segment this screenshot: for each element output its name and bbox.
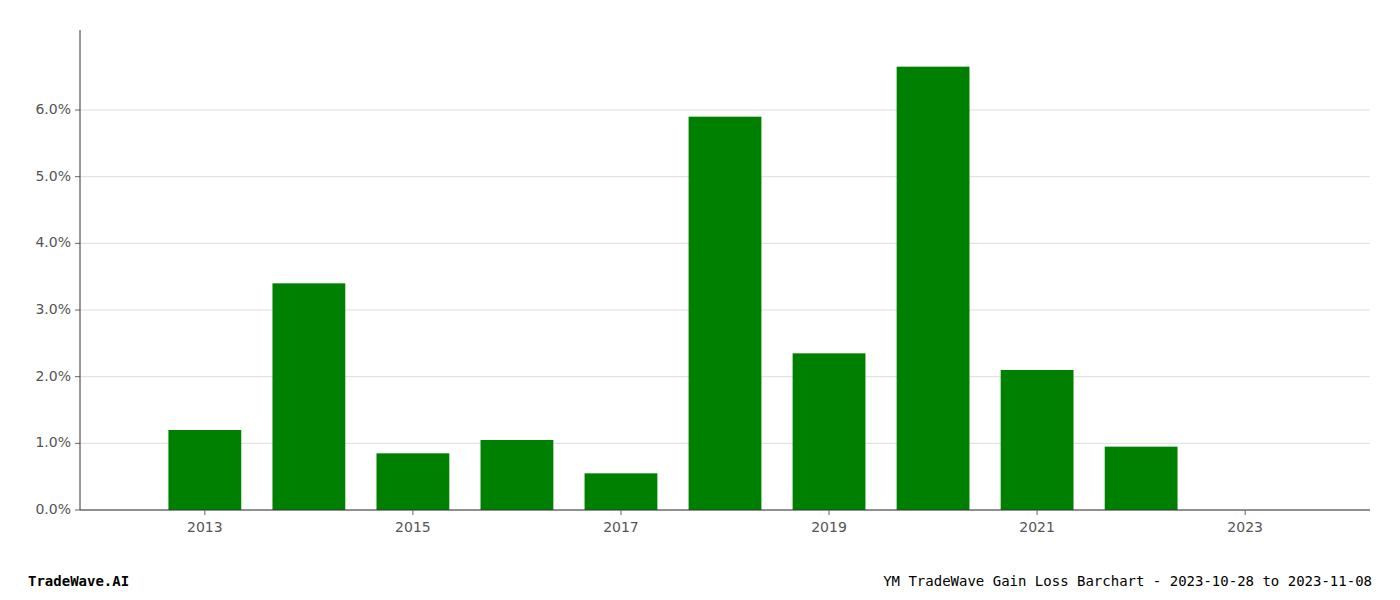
y-tick xyxy=(75,176,80,177)
y-tick-label: 4.0% xyxy=(35,234,71,250)
bar xyxy=(376,453,449,510)
bar xyxy=(1001,370,1074,510)
bar xyxy=(689,117,762,510)
y-tick xyxy=(75,110,80,111)
chart-svg: 0.0% 1.0% 2.0% 3.0% 4.0% 5.0% 6.0% 2013 2015 2017… xyxy=(0,0,1400,600)
x-axis-line xyxy=(80,510,1370,511)
x-axis-ticks: 2013 2015 2017 2019 2021 2023 xyxy=(187,510,1263,535)
bar xyxy=(1105,447,1178,510)
x-tick-label: 2019 xyxy=(811,519,847,535)
bar xyxy=(481,440,554,510)
y-tick-label: 5.0% xyxy=(35,168,71,184)
y-tick xyxy=(75,310,80,311)
x-tick xyxy=(1245,510,1246,515)
grid xyxy=(80,110,1370,510)
y-tick xyxy=(75,376,80,377)
x-tick xyxy=(412,510,413,515)
bar xyxy=(272,283,345,510)
footer-text: YM TradeWave Gain Loss Barchart - 2023-1… xyxy=(883,573,1372,589)
y-tick xyxy=(75,243,80,244)
chart-container: 0.0% 1.0% 2.0% 3.0% 4.0% 5.0% 6.0% 2013 2015 2017… xyxy=(0,0,1400,600)
background xyxy=(0,0,1400,600)
y-tick-label: 2.0% xyxy=(35,368,71,384)
y-axis-line xyxy=(80,30,81,510)
y-axis-ticks: 0.0% 1.0% 2.0% 3.0% 4.0% 5.0% 6.0% xyxy=(35,101,80,517)
x-tick-label: 2015 xyxy=(395,519,431,535)
x-tick-label: 2013 xyxy=(187,519,223,535)
footer: TradeWave.AI YM TradeWave Gain Loss Barch… xyxy=(28,573,1372,589)
y-tick xyxy=(75,510,80,511)
bar xyxy=(168,430,241,510)
y-tick-label: 6.0% xyxy=(35,101,71,117)
grid-line xyxy=(80,110,1370,111)
bars xyxy=(168,67,1177,510)
x-tick-label: 2017 xyxy=(603,519,639,535)
x-tick xyxy=(204,510,205,515)
x-tick xyxy=(829,510,830,515)
y-tick xyxy=(75,443,80,444)
grid-line xyxy=(80,510,1370,511)
axes xyxy=(80,30,1370,510)
footer-text: TradeWave.AI xyxy=(28,573,129,589)
y-tick-label: 1.0% xyxy=(35,434,71,450)
bar xyxy=(585,473,658,510)
x-tick xyxy=(620,510,621,515)
bar xyxy=(897,67,970,510)
y-tick-label: 0.0% xyxy=(35,501,71,517)
bar xyxy=(793,353,866,510)
y-tick-label: 3.0% xyxy=(35,301,71,317)
x-tick-label: 2021 xyxy=(1019,519,1055,535)
x-tick xyxy=(1037,510,1038,515)
x-tick-label: 2023 xyxy=(1227,519,1263,535)
